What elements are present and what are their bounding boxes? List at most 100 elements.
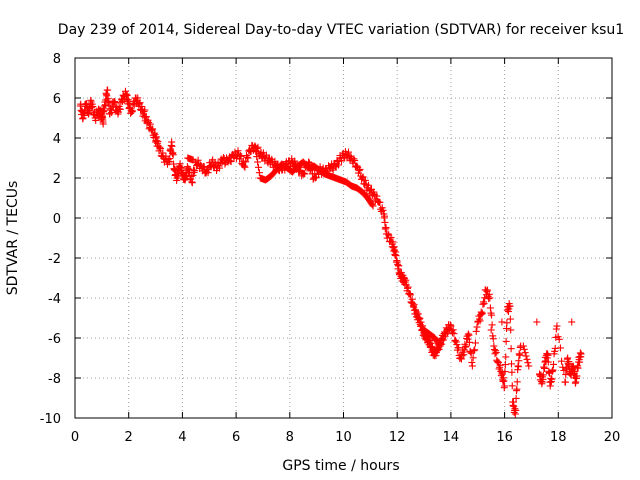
- data-point: [111, 98, 119, 106]
- data-point: [522, 352, 530, 360]
- data-point: [134, 99, 142, 107]
- data-point: [311, 174, 319, 182]
- data-point: [350, 155, 358, 163]
- data-point: [253, 153, 261, 161]
- grid: [75, 58, 612, 418]
- data-point: [141, 106, 149, 114]
- data-point: [513, 378, 521, 386]
- data-point: [540, 364, 548, 372]
- data-point: [301, 170, 309, 178]
- data-point: [460, 346, 468, 354]
- data-point: [162, 152, 170, 160]
- data-point: [488, 311, 496, 319]
- data-point: [515, 357, 523, 365]
- data-point: [471, 346, 479, 354]
- data-point: [478, 309, 486, 317]
- x-tick-label: 0: [71, 430, 79, 445]
- data-point: [404, 283, 412, 291]
- data-point: [216, 164, 224, 172]
- data-point: [145, 119, 153, 127]
- data-point: [501, 368, 509, 376]
- data-point: [335, 161, 343, 169]
- data-point: [136, 99, 144, 107]
- data-point: [465, 331, 473, 339]
- data-point: [549, 366, 557, 374]
- data-point: [490, 342, 498, 350]
- data-point: [187, 172, 195, 180]
- data-point: [406, 291, 414, 299]
- data-point: [111, 99, 119, 107]
- data-point: [455, 344, 463, 352]
- data-point: [150, 129, 158, 137]
- data-point: [469, 354, 477, 362]
- data-point: [369, 202, 377, 210]
- data-point: [472, 327, 480, 335]
- chart-title: Day 239 of 2014, Sidereal Day-to-day VTE…: [58, 22, 624, 38]
- data-point: [453, 341, 461, 349]
- y-tick-labels: -10 -8 -6 -4 -2 0 2 4 6 8: [40, 52, 61, 427]
- data-point: [142, 113, 150, 121]
- x-tick-label: 16: [496, 430, 513, 445]
- data-point: [382, 224, 390, 232]
- data-point: [344, 148, 352, 156]
- data-point: [551, 347, 559, 355]
- data-point: [513, 385, 521, 393]
- data-point: [507, 326, 515, 334]
- y-tick-label: 4: [53, 132, 61, 147]
- y-tick-label: 6: [53, 92, 61, 107]
- data-point: [498, 318, 506, 326]
- data-point: [559, 363, 567, 371]
- data-point: [351, 156, 359, 164]
- data-point: [408, 295, 416, 303]
- data-point: [196, 161, 204, 169]
- axis-ticks: [74, 57, 613, 419]
- data-point: [387, 233, 395, 241]
- data-point: [487, 326, 495, 334]
- data-point: [203, 166, 211, 174]
- data-point: [138, 103, 146, 111]
- data-point: [548, 375, 556, 383]
- data-point: [353, 162, 361, 170]
- data-point: [108, 108, 116, 116]
- data-point: [571, 368, 579, 376]
- data-point: [244, 154, 252, 162]
- data-point: [146, 120, 154, 128]
- data-point: [329, 166, 337, 174]
- data-point: [568, 318, 576, 326]
- data-point: [506, 315, 514, 323]
- data-point: [243, 153, 251, 161]
- data-point: [218, 159, 226, 167]
- data-point: [476, 317, 484, 325]
- data-point: [416, 314, 424, 322]
- data-point: [123, 91, 131, 99]
- data-point: [507, 345, 515, 353]
- data-point: [485, 290, 493, 298]
- data-point: [404, 284, 412, 292]
- data-point: [460, 351, 468, 359]
- data-point: [92, 116, 100, 124]
- y-tick-label: -10: [40, 412, 61, 427]
- data-point: [561, 378, 569, 386]
- data-point: [334, 157, 342, 165]
- data-point: [188, 179, 196, 187]
- data-point: [291, 157, 299, 165]
- data-point: [149, 125, 157, 133]
- data-point: [533, 318, 541, 326]
- data-point: [500, 377, 508, 385]
- data-point: [503, 319, 511, 327]
- data-point: [462, 342, 470, 350]
- data-point: [544, 358, 552, 366]
- data-point: [254, 158, 262, 166]
- data-point: [236, 152, 244, 160]
- data-point: [521, 349, 529, 357]
- data-point: [492, 349, 500, 357]
- data-point: [156, 143, 164, 151]
- data-point: [468, 358, 476, 366]
- data-point: [402, 276, 410, 284]
- data-point: [489, 335, 497, 343]
- x-tick-label: 2: [125, 430, 133, 445]
- data-point: [439, 336, 447, 344]
- data-point: [392, 252, 400, 260]
- data-point: [381, 212, 389, 220]
